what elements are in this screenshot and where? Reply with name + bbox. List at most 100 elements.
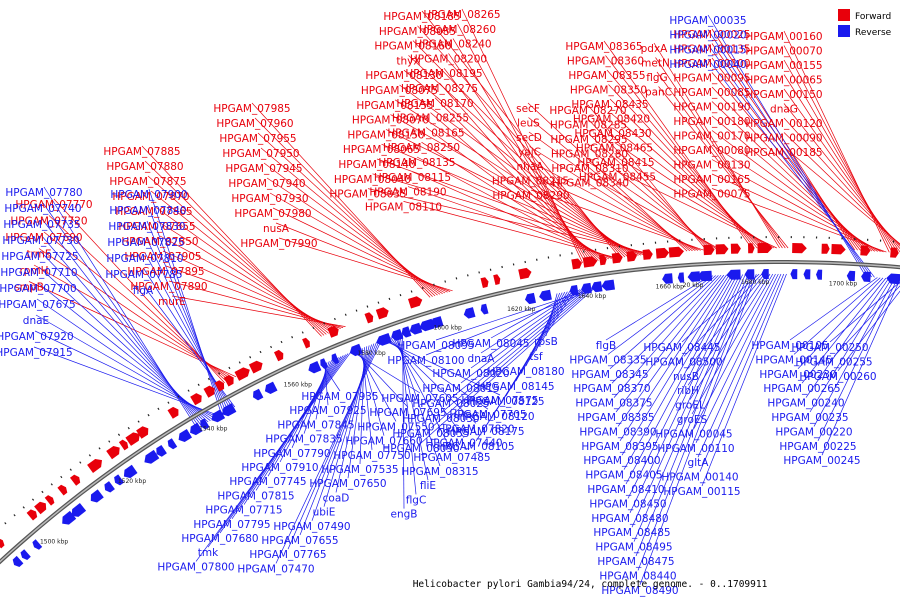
forward-gene	[26, 509, 38, 521]
reverse-gene-label: HPGAM_07650	[309, 478, 386, 490]
reverse-gene-label: HPGAM_00225	[779, 441, 856, 453]
reverse-gene	[104, 481, 115, 493]
leader-line	[266, 177, 443, 294]
reverse-gene	[90, 489, 104, 503]
leader-line	[408, 55, 628, 257]
label-leader-lines	[28, 8, 900, 585]
forward-gene-label: HPGAM_08185	[383, 11, 460, 23]
reverse-gene	[114, 474, 125, 486]
forward-gene	[611, 252, 623, 264]
tick-mark	[444, 280, 447, 283]
leader-line	[711, 144, 878, 252]
reverse-gene-label: flgC	[406, 494, 427, 506]
forward-gene-label: HPGAM_08200	[410, 53, 487, 65]
reverse-gene	[803, 269, 811, 280]
tick-mark	[455, 277, 458, 280]
tick-mark	[218, 372, 221, 375]
leader-line	[407, 186, 615, 259]
leader-line	[603, 40, 752, 249]
forward-gene-label: secD	[516, 132, 542, 144]
tick-label: 20 kbp	[683, 282, 704, 289]
forward-gene	[190, 393, 202, 406]
reverse-gene-label: HPGAM_07730	[2, 235, 79, 247]
leader-line	[681, 273, 760, 343]
tick-label: 1660 kbp	[656, 284, 684, 291]
leader-line	[612, 127, 769, 249]
reverse-gene-label: groES	[677, 414, 708, 426]
forward-gene-label: HPGAM_00080	[673, 145, 750, 157]
forward-gene	[715, 244, 729, 255]
reverse-gene-label: HPGAM_07705	[449, 409, 526, 421]
reverse-gene-label: HPGAM_07700	[0, 283, 77, 295]
leader-line	[168, 280, 344, 328]
forward-gene	[364, 312, 374, 324]
map-title: Helicobacter pylori Gambia94/24, complet…	[413, 579, 768, 590]
tick-mark	[50, 483, 53, 486]
leader-line	[631, 274, 746, 528]
forward-gene	[44, 495, 55, 506]
tick-mark	[88, 454, 91, 457]
forward-gene-label: HPGAM_08415	[577, 157, 654, 169]
forward-gene-label: HPGAM_08270	[549, 105, 626, 117]
forward-gene-label: HPGAM_00170	[673, 131, 750, 143]
reverse-gene-label: HPGAM_00020	[669, 30, 746, 42]
leader-line	[450, 288, 589, 399]
forward-gene	[34, 501, 47, 515]
tick-mark	[137, 420, 140, 423]
tick-mark	[344, 313, 347, 316]
reverse-gene-label: flgB	[596, 340, 616, 352]
reverse-gene-label: HPGAM_08095	[397, 340, 474, 352]
forward-gene-label: flgG	[646, 72, 667, 84]
forward-gene-label: HPGAM_00165	[673, 174, 750, 186]
leader-line	[695, 273, 779, 443]
leader-line	[693, 273, 776, 429]
leader-line	[420, 286, 596, 444]
reverse-gene	[409, 322, 423, 335]
leader-line	[617, 274, 727, 427]
leader-line	[711, 130, 876, 252]
forward-gene	[223, 375, 234, 387]
leader-line	[711, 188, 887, 253]
tick-mark	[399, 294, 402, 297]
reverse-gene-label: HPGAM_00260	[799, 371, 876, 383]
reverse-gene-label: HPGAM_08345	[571, 369, 648, 381]
reverse-gene-label: HPGAM_00140	[661, 472, 738, 484]
leader-line	[315, 362, 328, 420]
reverse-gene	[726, 269, 741, 280]
forward-gene-label: HPGAM_07985	[213, 103, 290, 115]
leader-line	[145, 236, 229, 411]
leader-line	[367, 188, 652, 255]
leader-line	[416, 156, 610, 260]
leader-line	[833, 285, 900, 357]
forward-gene-label: HPGAM_07960	[216, 118, 293, 130]
leader-line	[390, 114, 639, 256]
forward-gene-label: HPGAM_07930	[231, 193, 308, 205]
leader-line	[412, 40, 626, 258]
leader-line	[33, 346, 220, 417]
forward-gene-label: HPGAM_07990	[240, 238, 317, 250]
forward-gene	[106, 446, 120, 460]
reverse-gene-label: HPGAM_07810	[106, 253, 183, 265]
reverse-gene-label: HPGAM_07925	[289, 405, 366, 417]
leader-line	[829, 281, 900, 343]
reverse-gene-label: HPGAM_08405	[585, 470, 662, 482]
forward-gene-label: HPGAM_08355	[568, 70, 645, 82]
reverse-gene	[391, 329, 404, 341]
reverse-gene	[697, 270, 713, 282]
reverse-gene-label: HPGAM_00265	[763, 383, 840, 395]
reverse-gene	[200, 418, 210, 430]
leader-line	[417, 25, 623, 258]
reverse-gene-label: ubiE	[313, 507, 336, 519]
leader-line	[607, 275, 714, 355]
reverse-gene	[581, 282, 592, 294]
tick-label: 1680 kbp	[741, 279, 769, 286]
reverse-gene	[62, 510, 77, 525]
leader-line	[621, 274, 733, 456]
leader-line	[689, 273, 771, 400]
leader-line	[605, 275, 711, 341]
reverse-gene-label: HPGAM_07740	[4, 203, 81, 215]
tick-mark	[187, 389, 190, 392]
reverse-gene-label: HPGAM_07765	[249, 549, 326, 561]
forward-gene-label: HPGAM_00070	[745, 46, 822, 58]
reverse-gene-label: HPGAM_07800	[157, 561, 234, 573]
